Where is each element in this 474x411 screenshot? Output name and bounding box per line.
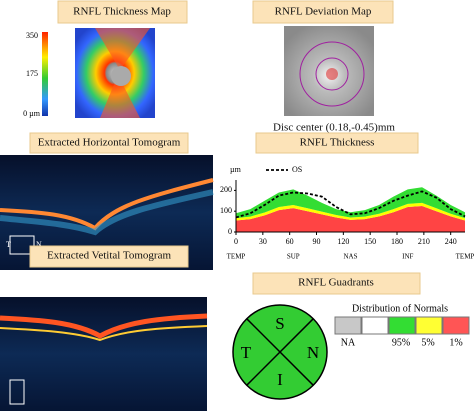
panel-title: RNFL Guadrants — [298, 277, 374, 289]
x-tick-label: 210 — [418, 237, 430, 246]
x-tick-label: 30 — [259, 237, 267, 246]
quadrant-label: S — [275, 314, 284, 333]
sector-label: TEMP — [456, 253, 474, 261]
sector-label: TEMP — [227, 253, 246, 261]
legend-label: 5% — [421, 337, 434, 348]
legend-swatch — [415, 316, 443, 335]
orientation-icon — [9, 379, 25, 405]
panel-header — [252, 272, 421, 295]
panel-header — [57, 0, 188, 24]
legend-swatch — [361, 316, 389, 335]
caption: Disc center (0.18,-0.45)mm — [273, 122, 395, 134]
orientation-icon — [9, 235, 35, 255]
panel-title: Extracted Vetital Tomogram — [47, 250, 172, 262]
disc-center — [326, 68, 338, 80]
panel-header — [252, 0, 394, 24]
legend-label: 95% — [392, 337, 410, 348]
legend-label: OS — [292, 165, 302, 174]
optic-disc — [111, 66, 131, 86]
orientation-label: T — [6, 240, 11, 249]
scan-circle — [299, 41, 365, 107]
x-tick-label: 60 — [286, 237, 294, 246]
y-tick-label: 200 — [220, 185, 232, 194]
sector-label: SUP — [287, 253, 300, 261]
panel-title: RNFL Deviation Map — [275, 6, 372, 18]
x-tick-label: 150 — [364, 237, 376, 246]
panel-title: Extracted Horizontal Tomogram — [38, 137, 181, 149]
legend-swatch — [388, 316, 416, 335]
x-tick-label: 120 — [337, 237, 349, 246]
panel-header — [29, 132, 189, 154]
quadrant-label: N — [307, 343, 319, 362]
x-tick-label: 240 — [445, 237, 457, 246]
retina-layer — [0, 313, 208, 339]
normative-band — [236, 206, 465, 232]
legend-swatch — [442, 316, 470, 335]
legend-title: Distribution of Normals — [352, 303, 448, 314]
quadrant-divider — [246, 318, 314, 386]
scan-circle — [315, 57, 349, 91]
color-bar — [42, 32, 48, 116]
y-axis-label: µm — [230, 165, 242, 174]
retina-layer — [0, 189, 214, 236]
scale-label: 0 µm — [23, 109, 41, 118]
y-tick-label: 100 — [220, 206, 232, 215]
quadrant-label: I — [277, 370, 283, 389]
sector-label: INF — [402, 253, 413, 261]
plot: 0 100 200 0 30 60 90 120 150 180 210 240 TEMP SUP NAS I… — [220, 165, 474, 261]
chart-title: RNFL Thickness — [300, 137, 375, 149]
thickness-map-band — [95, 28, 150, 118]
scale-label: 175 — [26, 69, 38, 78]
tomogram-image — [0, 297, 207, 411]
legend-label: 1% — [449, 337, 462, 348]
legend-label: NA — [341, 337, 356, 348]
panel-header — [255, 132, 419, 154]
x-tick-label: 180 — [391, 237, 403, 246]
retina-layer — [0, 178, 214, 231]
scale-label: 350 — [26, 31, 38, 40]
legend-swatch — [334, 316, 362, 335]
panel-header — [29, 245, 189, 268]
panel-title: RNFL Thickness Map — [73, 6, 171, 18]
x-tick-label: 90 — [313, 237, 321, 246]
normative-band — [236, 202, 465, 221]
sector-label: NAS — [343, 253, 357, 261]
quadrant-label: T — [241, 343, 252, 362]
legend: NA 95% 5% 1% — [334, 316, 470, 348]
thickness-line — [235, 190, 466, 219]
orientation-label: N — [36, 240, 42, 249]
y-tick-label: 0 — [228, 227, 232, 236]
retina-layer — [0, 325, 208, 342]
x-tick-label: 0 — [234, 237, 238, 246]
